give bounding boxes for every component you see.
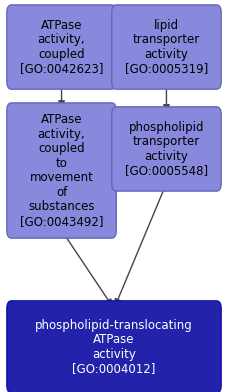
FancyBboxPatch shape (7, 301, 220, 392)
Text: phospholipid
transporter
activity
[GO:0005548]: phospholipid transporter activity [GO:00… (124, 121, 207, 177)
FancyBboxPatch shape (7, 103, 116, 238)
Text: phospholipid-translocating
ATPase
activity
[GO:0004012]: phospholipid-translocating ATPase activi… (35, 319, 192, 375)
Text: ATPase
activity,
coupled
[GO:0042623]: ATPase activity, coupled [GO:0042623] (20, 19, 103, 75)
FancyBboxPatch shape (7, 5, 116, 89)
FancyBboxPatch shape (111, 107, 220, 191)
Text: lipid
transporter
activity
[GO:0005319]: lipid transporter activity [GO:0005319] (124, 19, 207, 75)
Text: ATPase
activity,
coupled
to
movement
of
substances
[GO:0043492]: ATPase activity, coupled to movement of … (20, 113, 103, 228)
FancyBboxPatch shape (111, 5, 220, 89)
